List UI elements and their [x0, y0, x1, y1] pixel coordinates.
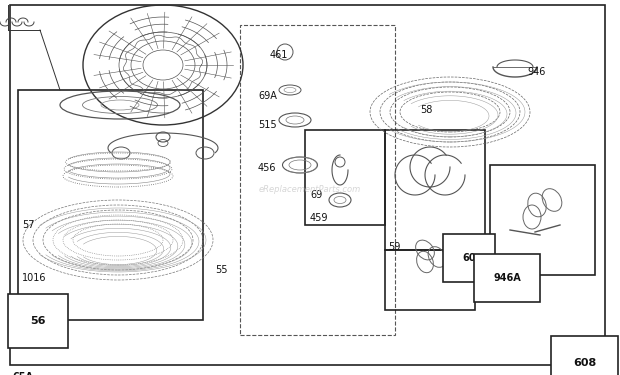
Bar: [385, 130, 485, 250]
Text: 946: 946: [527, 67, 546, 77]
Bar: [385, 250, 475, 310]
Text: 59: 59: [388, 242, 401, 252]
Text: 60: 60: [462, 253, 476, 263]
Text: 946A: 946A: [493, 273, 521, 283]
Text: 608: 608: [573, 358, 596, 368]
Text: 56: 56: [30, 316, 45, 326]
Text: 461: 461: [270, 50, 288, 60]
Bar: [18, 90, 203, 320]
Text: 69: 69: [310, 190, 322, 200]
Text: 515: 515: [258, 120, 277, 130]
Bar: [305, 130, 385, 225]
Text: 456: 456: [258, 163, 277, 173]
Text: 58: 58: [420, 105, 432, 115]
Text: eReplacementParts.com: eReplacementParts.com: [259, 186, 361, 195]
Text: 459: 459: [310, 213, 329, 223]
Text: 1016: 1016: [22, 273, 46, 283]
Text: 69A: 69A: [258, 91, 277, 101]
Text: 57: 57: [22, 220, 35, 230]
Bar: [240, 25, 395, 335]
Text: 65A: 65A: [12, 372, 33, 375]
Bar: [490, 165, 595, 275]
Text: 55: 55: [215, 265, 228, 275]
